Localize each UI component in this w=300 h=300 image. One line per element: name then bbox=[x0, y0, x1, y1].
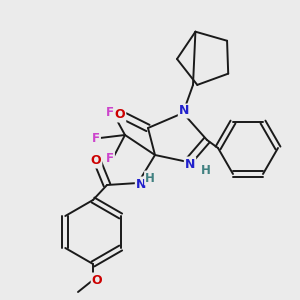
Text: N: N bbox=[185, 158, 195, 170]
Text: N: N bbox=[179, 104, 189, 118]
Text: N: N bbox=[136, 178, 146, 190]
Text: O: O bbox=[92, 274, 102, 286]
Text: H: H bbox=[201, 164, 211, 176]
Text: F: F bbox=[92, 131, 100, 145]
Text: H: H bbox=[145, 172, 155, 184]
Text: F: F bbox=[106, 106, 114, 119]
Text: F: F bbox=[106, 152, 114, 164]
Text: O: O bbox=[115, 109, 125, 122]
Text: O: O bbox=[91, 154, 101, 167]
